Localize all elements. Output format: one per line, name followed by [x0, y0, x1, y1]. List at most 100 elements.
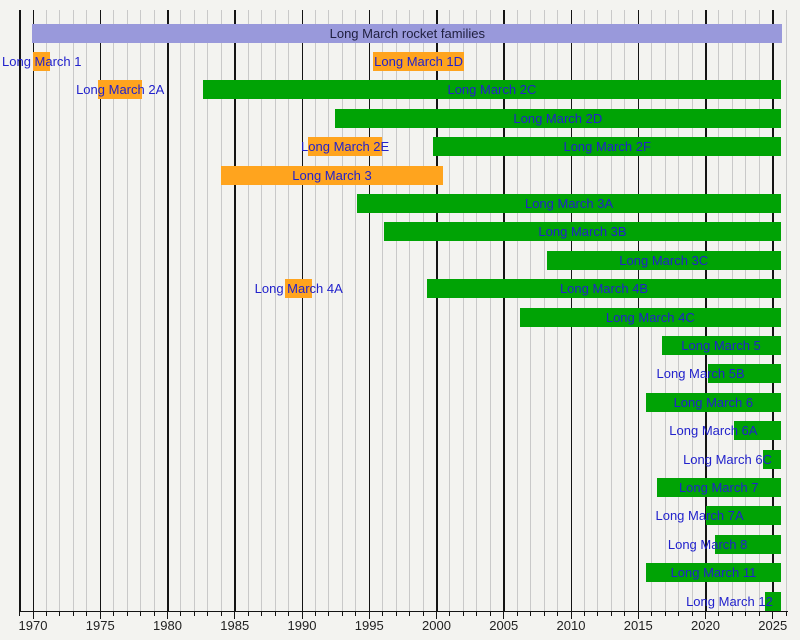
bar-label-long-march-4a[interactable]: Long March 4A — [254, 281, 343, 297]
bar-label-long-march-3[interactable]: Long March 3 — [292, 167, 372, 183]
bar-label-long-march-2e[interactable]: Long March 2E — [301, 139, 390, 155]
axis-tick — [341, 612, 343, 617]
timeline-bar-long-march-2c[interactable] — [203, 80, 781, 100]
minor-gridline — [462, 10, 464, 611]
minor-gridline — [328, 10, 330, 611]
bar-label-long-march-11[interactable]: Long March 11 — [670, 565, 757, 581]
bar-label-long-march-3a[interactable]: Long March 3A — [524, 195, 614, 211]
axis-tick — [45, 612, 47, 617]
bar-label-long-march-6a[interactable]: Long March 6A — [669, 423, 758, 439]
axis-tick — [32, 612, 34, 619]
axis-tick — [207, 612, 209, 617]
timeline-bar-long-march-4c[interactable] — [519, 307, 781, 327]
timeline-bar-long-march-6[interactable] — [646, 392, 781, 412]
major-gridline — [234, 10, 236, 611]
minor-gridline — [153, 10, 155, 611]
minor-gridline — [180, 10, 182, 611]
axis-tick — [72, 612, 74, 617]
timeline-bar-long-march-11[interactable] — [646, 563, 781, 583]
axis-tick-label: 1975 — [85, 618, 115, 633]
timeline-bar-long-march-5[interactable] — [661, 335, 781, 355]
axis-tick — [570, 612, 572, 619]
bar-label-long-march-rocket-families: Long March rocket families — [329, 25, 485, 41]
bar-label-long-march-2f[interactable]: Long March 2F — [563, 139, 651, 155]
axis-tick — [167, 612, 168, 619]
minor-gridline — [489, 10, 491, 611]
timeline-bar-long-march-1d[interactable] — [373, 51, 465, 71]
axis-tick — [718, 612, 720, 617]
bar-label-long-march-2a[interactable]: Long March 2A — [76, 82, 165, 98]
major-gridline — [503, 10, 505, 611]
timeline-bar-long-march-2f[interactable] — [433, 137, 781, 157]
timeline-bar-long-march-5b[interactable] — [708, 364, 781, 384]
timeline-bar-long-march-12[interactable] — [765, 591, 781, 611]
timeline-bar-long-march-6a[interactable] — [733, 421, 781, 441]
bar-label-long-march-7a[interactable]: Long March 7A — [655, 508, 744, 524]
bar-label-long-march-5[interactable]: Long March 5 — [681, 337, 761, 353]
major-gridline — [32, 10, 35, 611]
minor-gridline — [220, 10, 222, 611]
major-gridline — [436, 10, 438, 611]
axis-tick-label: 2000 — [422, 618, 451, 633]
axis-tick — [355, 612, 357, 617]
minor-gridline — [274, 10, 276, 611]
axis-tick — [314, 612, 316, 617]
bar-label-long-march-2d[interactable]: Long March 2D — [513, 110, 603, 126]
bar-label-long-march-5b[interactable]: Long March 5B — [656, 366, 745, 382]
bar-label-long-march-7[interactable]: Long March 7 — [678, 479, 759, 495]
timeline-bar-long-march-3b[interactable] — [384, 222, 781, 242]
axis-tick — [395, 612, 397, 617]
minor-gridline — [207, 10, 209, 611]
timeline-bar-long-march-2e[interactable] — [308, 137, 383, 157]
axis-tick — [758, 612, 760, 617]
axis-tick — [86, 612, 88, 617]
bar-label-long-march-12[interactable]: Long March 12 — [686, 593, 773, 609]
timeline-bar-long-march-3c[interactable] — [546, 250, 781, 270]
axis-tick — [409, 612, 411, 617]
axis-tick — [449, 612, 451, 617]
axis-tick — [516, 612, 518, 617]
axis-tick — [543, 612, 545, 617]
bar-label-long-march-4c[interactable]: Long March 4C — [605, 309, 695, 325]
bar-label-long-march-8[interactable]: Long March 8 — [667, 536, 748, 552]
minor-gridline — [72, 10, 74, 611]
minor-gridline — [140, 10, 142, 611]
axis-tick — [234, 612, 236, 619]
timeline-bar-long-march-7a[interactable] — [706, 506, 781, 526]
bar-label-long-march-2c[interactable]: Long March 2C — [447, 82, 537, 98]
axis-tick — [489, 612, 491, 617]
timeline-bar-long-march-4b[interactable] — [427, 279, 781, 299]
minor-gridline — [288, 10, 290, 611]
bar-label-long-march-6c[interactable]: Long March 6C — [683, 451, 772, 467]
axis-tick-label: 2010 — [556, 618, 586, 633]
timeline-bar-long-march-8[interactable] — [714, 534, 781, 554]
timeline-bar-long-march-1[interactable] — [33, 51, 51, 71]
bar-label-long-march-1[interactable]: Long March 1 — [2, 53, 82, 69]
major-gridline — [368, 10, 371, 611]
timeline-bar-long-march-6c[interactable] — [763, 449, 781, 469]
major-gridline — [167, 10, 169, 611]
axis-tick — [274, 612, 276, 617]
axis-tick — [368, 612, 370, 619]
minor-gridline — [59, 10, 61, 611]
bar-label-long-march-4b[interactable]: Long March 4B — [559, 281, 649, 297]
bar-label-long-march-1d[interactable]: Long March 1D — [374, 53, 464, 69]
bar-label-long-march-3c[interactable]: Long March 3C — [619, 252, 709, 268]
axis-tick — [126, 612, 128, 617]
timeline-bar-long-march-3a[interactable] — [357, 193, 781, 213]
axis-tick — [583, 612, 585, 617]
major-gridline — [99, 10, 102, 611]
axis-tick-label: 1985 — [220, 618, 250, 633]
axis-tick — [503, 612, 505, 619]
major-gridline — [301, 10, 304, 611]
bar-label-long-march-3b[interactable]: Long March 3B — [538, 224, 627, 240]
timeline-bar-long-march-2a[interactable] — [98, 80, 142, 100]
bar-label-long-march-6[interactable]: Long March 6 — [673, 394, 754, 410]
timeline-bar-long-march-7[interactable] — [657, 477, 781, 497]
timeline-bar-long-march-4a[interactable] — [285, 279, 313, 299]
axis-tick — [59, 612, 61, 617]
axis-tick — [651, 612, 653, 617]
axis-tick — [436, 612, 437, 619]
timeline-bar-long-march-3[interactable] — [221, 165, 444, 185]
timeline-bar-long-march-2d[interactable] — [334, 108, 781, 128]
